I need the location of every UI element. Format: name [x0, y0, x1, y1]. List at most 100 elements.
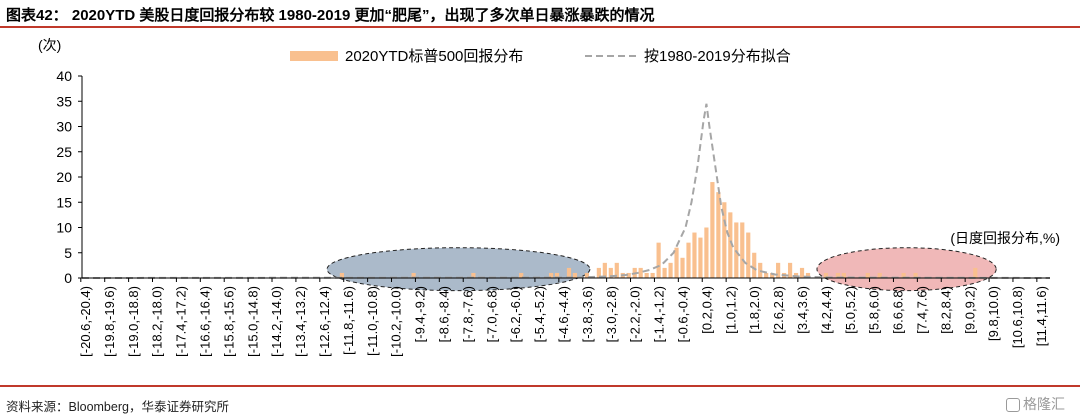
bar — [770, 272, 775, 278]
y-tick-label: 0 — [64, 270, 72, 286]
x-tick-label: [9.0,9.2) — [962, 286, 977, 334]
bar — [805, 272, 811, 278]
x-tick-label: [10.6,10.8) — [1010, 286, 1025, 348]
bar — [787, 262, 793, 278]
y-axis-label: (次) — [38, 37, 61, 53]
bar — [913, 272, 918, 278]
x-tick-label: [-3.0,-2.8) — [604, 286, 619, 342]
bar — [865, 272, 870, 278]
x-axis-label: (日度回报分布,%) — [950, 230, 1060, 246]
highlight-ellipses — [326, 247, 997, 292]
bar — [519, 272, 524, 278]
bar — [614, 262, 619, 278]
x-tick-label: [2.6,2.8) — [771, 286, 786, 334]
x-tick-label: [-12.6,-12.4) — [317, 286, 332, 357]
bar — [728, 212, 733, 278]
y-tick-label: 20 — [56, 169, 72, 185]
x-tick-label: [7.4,7.6) — [915, 286, 930, 334]
bar — [877, 272, 882, 278]
x-tick-label: [-4.6,-4.4) — [556, 286, 571, 342]
bar — [716, 192, 721, 278]
return-distribution-chart: 0 5 10 15 20 25 30 35 40 [-20.6,-20.4) [-19.8,-19… — [38, 37, 1060, 357]
x-tick-label: [-15.0,-14.8) — [245, 286, 260, 357]
bar — [644, 272, 649, 278]
y-tick-label: 25 — [56, 144, 72, 160]
axes — [81, 76, 1050, 279]
figure-title-bar: 图表42： 2020YTD 美股日度回报分布较 1980-2019 更加“肥尾”… — [0, 0, 1080, 26]
bar — [674, 247, 679, 278]
legend: 2020YTD标普500回报分布 按1980-2019分布拟合 — [290, 48, 791, 65]
bar — [548, 272, 554, 278]
watermark-text: 格隆汇 — [1023, 396, 1065, 412]
x-tick-label: [-19.0,-18.8) — [126, 286, 141, 357]
x-tick-label: [8.2,8.4) — [938, 286, 953, 334]
x-tick-label: [-17.4,-17.2) — [174, 286, 189, 357]
bar — [668, 262, 673, 278]
bar — [626, 272, 631, 278]
x-tick-label: [3.4,3.6) — [795, 286, 810, 334]
x-tick-label: [1.0,1.2) — [723, 286, 738, 334]
bar — [740, 222, 745, 278]
bar — [799, 267, 805, 278]
x-tick-label: [5.0,5.2) — [843, 286, 858, 334]
x-tick-label: [-16.6,-16.4) — [197, 286, 212, 357]
x-tick-label: [-3.8,-3.6) — [580, 286, 595, 342]
x-tick-label: [-19.8,-19.6) — [102, 286, 117, 357]
y-tick-label: 15 — [56, 194, 72, 210]
source-rule — [0, 385, 1080, 387]
legend-bar-swatch — [290, 51, 338, 61]
watermark-logo-icon — [1006, 398, 1020, 412]
bar — [411, 272, 416, 278]
bar — [746, 232, 751, 278]
y-axis-ticks: 0 5 10 15 20 25 30 35 40 — [56, 68, 82, 286]
bar — [704, 227, 709, 278]
bar — [572, 272, 578, 278]
x-tick-label: [-2.2,-2.0) — [628, 286, 643, 342]
bar — [973, 267, 978, 278]
x-tick-label: [-11.8,-11.6) — [341, 286, 356, 355]
bar — [602, 262, 607, 278]
y-tick-label: 40 — [56, 68, 72, 84]
bar — [823, 272, 829, 278]
bar — [764, 272, 769, 278]
bar — [686, 242, 691, 278]
bar — [710, 182, 715, 278]
x-tick-label: [11.4,11.6) — [1034, 286, 1049, 346]
x-tick-label: [-5.4,-5.2) — [532, 286, 547, 342]
figure-title: 图表42： 2020YTD 美股日度回报分布较 1980-2019 更加“肥尾”… — [6, 7, 655, 24]
watermark: 格隆汇 — [1006, 394, 1065, 414]
bar — [680, 257, 685, 278]
bar — [584, 272, 590, 278]
y-tick-label: 35 — [56, 93, 72, 109]
x-tick-label: [-8.6,-8.4) — [437, 286, 452, 342]
x-tick-label: [0.2,0.4) — [699, 286, 714, 334]
bar — [698, 237, 703, 278]
bar — [901, 272, 906, 278]
bar — [608, 267, 613, 278]
bar — [596, 267, 601, 278]
bar — [656, 242, 661, 278]
x-tick-label: [-14.2,-14.0) — [269, 286, 284, 357]
bar — [650, 272, 655, 278]
x-tick-label: [-10.2,-10.0) — [389, 286, 404, 357]
legend-bar-label: 2020YTD标普500回报分布 — [345, 48, 523, 65]
left-tail-ellipse — [326, 247, 591, 292]
bar — [776, 262, 781, 278]
x-tick-label: [-0.6,-0.4) — [676, 286, 691, 342]
x-tick-label: [9.8,10.0) — [986, 286, 1001, 341]
x-tick-labels: [-20.6,-20.4) [-19.8,-19.6) [-19.0,-18.8) [… — [78, 278, 1049, 357]
x-tick-label: [-7.8,-7.6) — [460, 286, 475, 342]
x-tick-label: [-13.4,-13.2) — [293, 286, 308, 357]
x-tick-label: [6.6,6.8) — [891, 286, 906, 334]
legend-line-label: 按1980-2019分布拟合 — [644, 48, 791, 65]
x-tick-label: [-6.2,-6.0) — [508, 286, 523, 342]
x-tick-label: [1.8,2.0) — [747, 286, 762, 334]
bar — [554, 272, 560, 278]
bar — [841, 272, 846, 278]
x-tick-label: [-18.2,-18.0) — [150, 286, 165, 357]
x-tick-label: [-15.8,-15.6) — [221, 286, 236, 357]
bar — [692, 232, 697, 278]
fit-line — [81, 103, 1051, 279]
bar — [638, 267, 643, 278]
bar — [566, 267, 572, 278]
